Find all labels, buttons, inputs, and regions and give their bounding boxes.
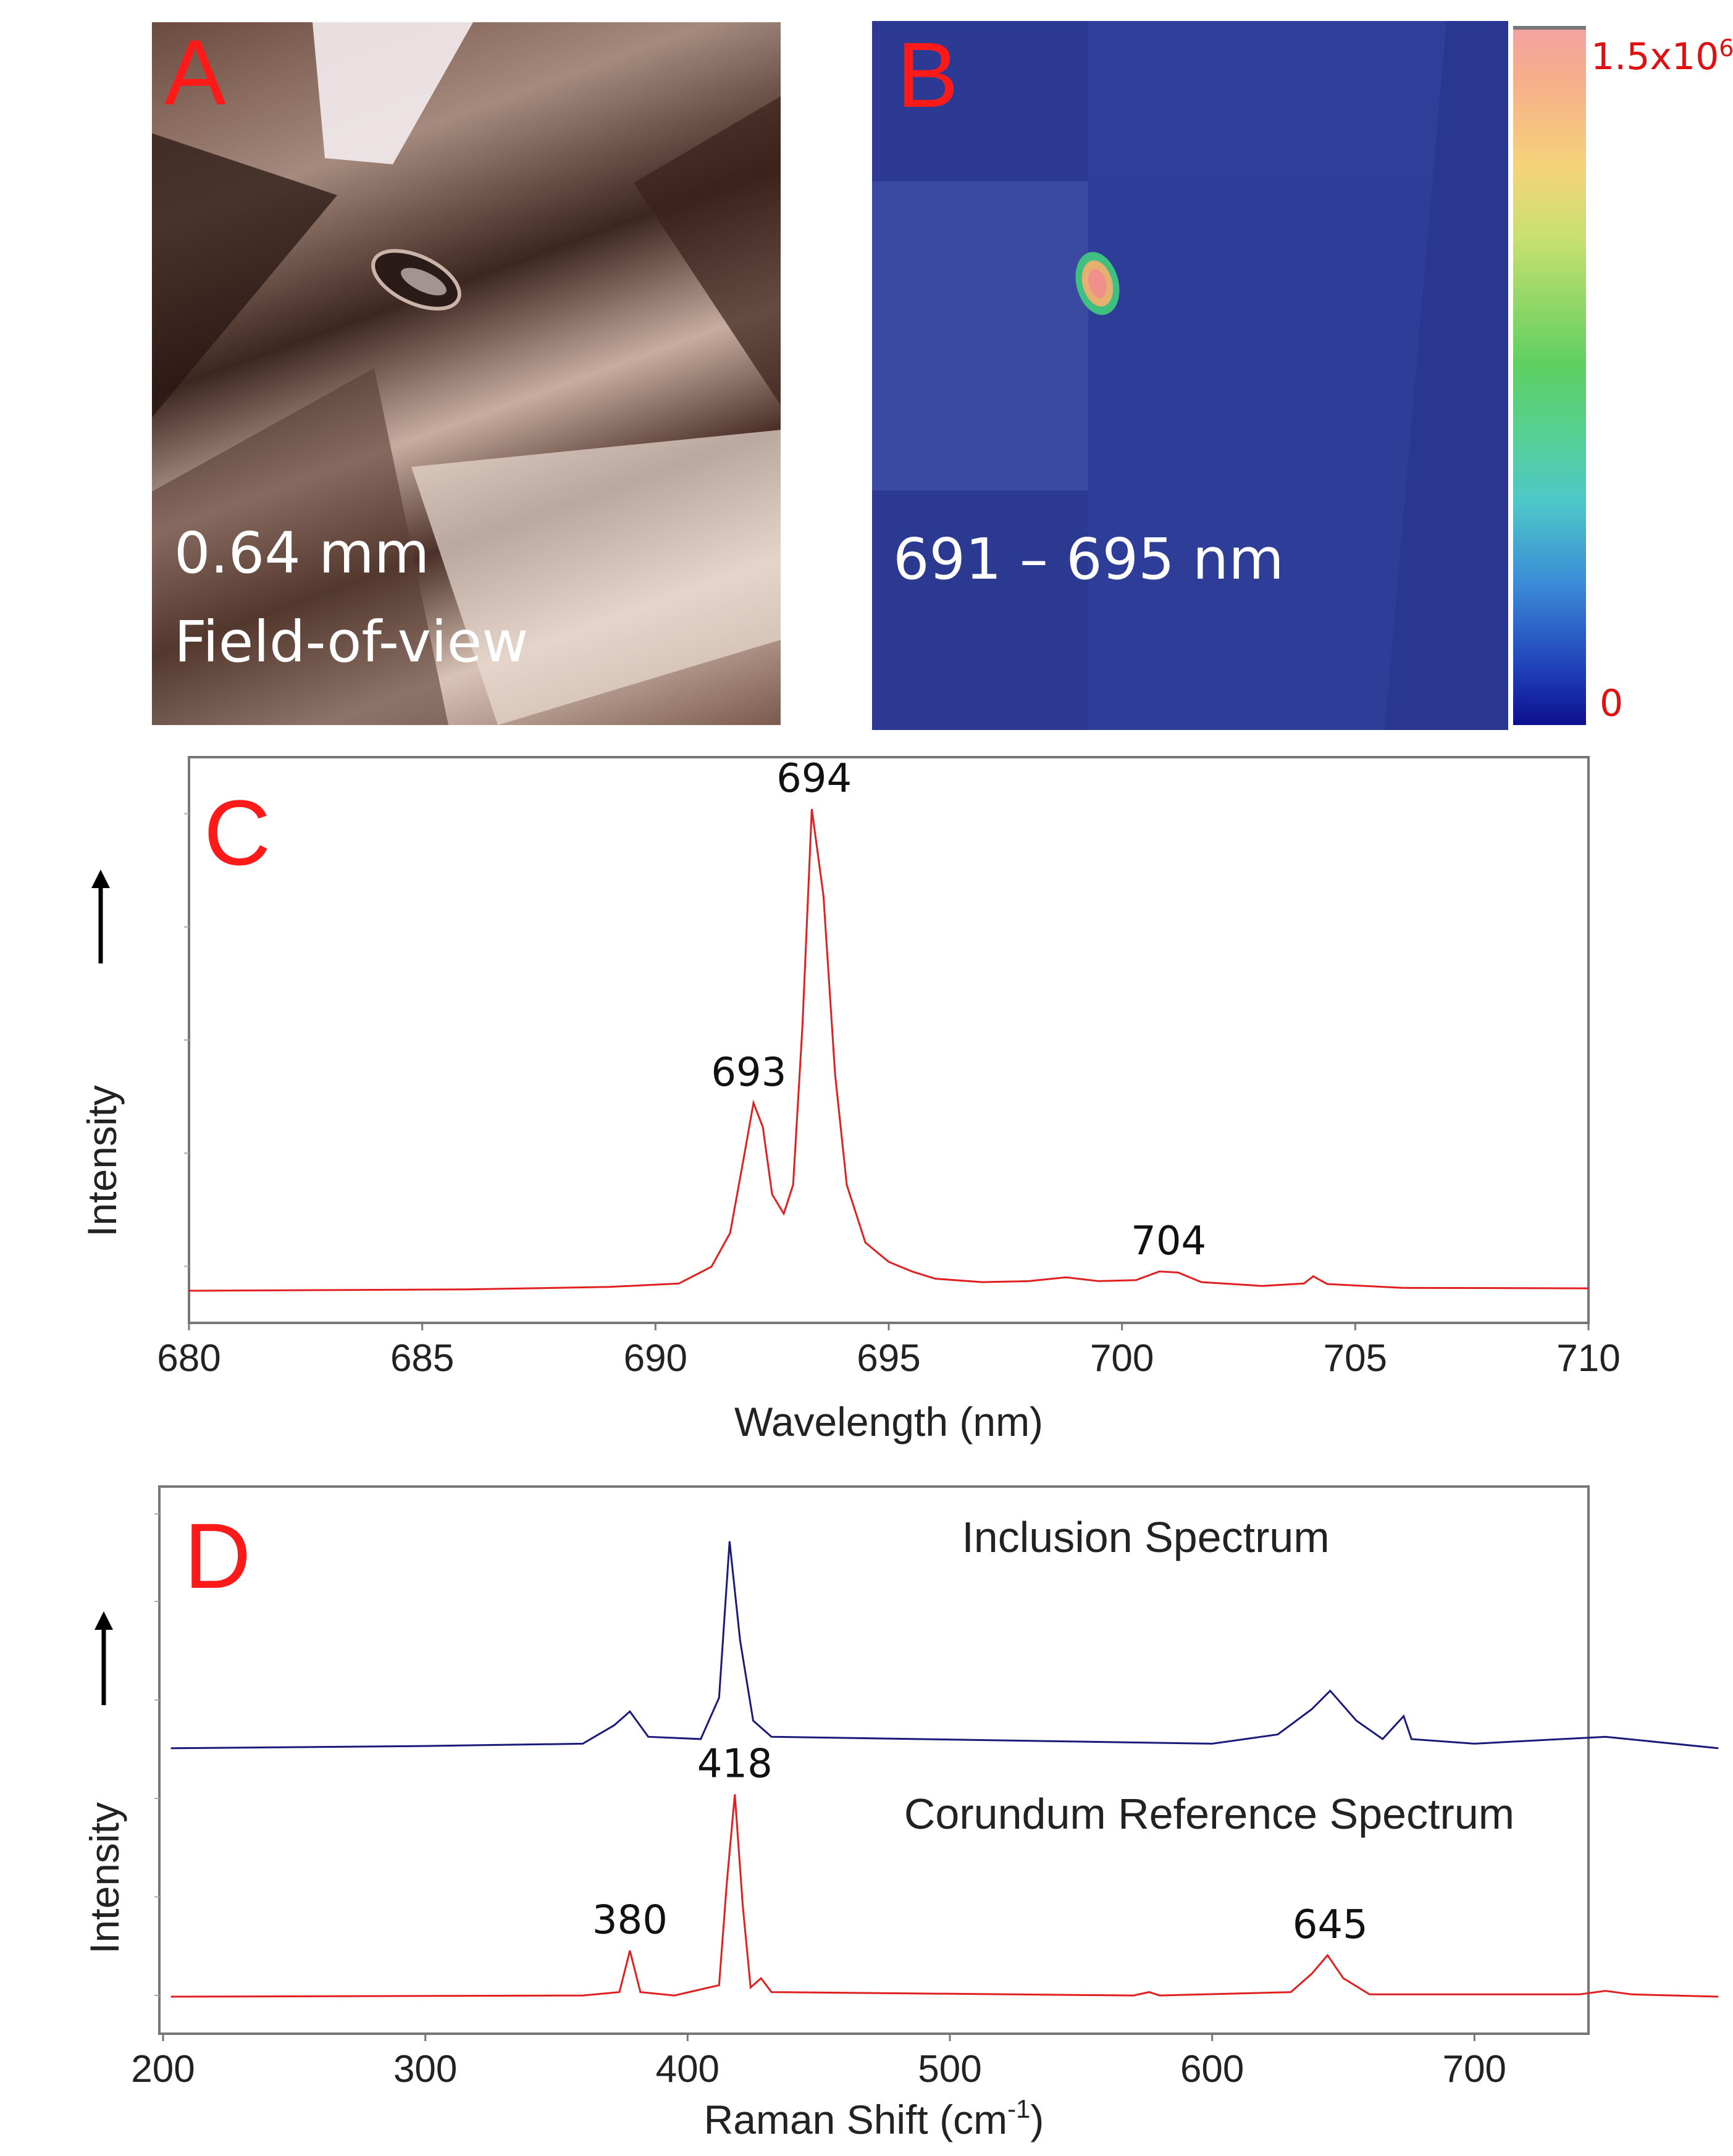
colorbar-max-exponent: 6 [1719, 35, 1733, 62]
x-tick-label: 400 [656, 2048, 720, 2091]
y-axis-label: Intensity [82, 1802, 127, 1954]
y-axis-ticks [154, 1513, 159, 1996]
peak-label-645: 645 [1293, 1902, 1368, 1948]
inclusion-highlight [401, 267, 447, 296]
series-line-inclusion [170, 1541, 1719, 1750]
panel-c-letter: C [204, 781, 271, 884]
map-tile [872, 490, 1088, 730]
y-axis-label: Intensity [79, 1085, 125, 1237]
x-tick-label: 500 [918, 2048, 981, 2091]
colorbar-max-base: 1.5x10 [1591, 35, 1719, 78]
peak-label-380: 380 [592, 1898, 668, 1944]
panel-b-letter: B [897, 23, 959, 127]
plot-frame [158, 1485, 1590, 2035]
colorbar-top-cap [1513, 26, 1586, 30]
colorbar-min-label: 0 [1600, 682, 1624, 725]
map-tile [1385, 21, 1508, 730]
x-tick-label: 710 [1556, 1337, 1620, 1380]
panel-d-letter: D [184, 1504, 251, 1608]
x-tick-label: 200 [131, 2048, 195, 2091]
x-tick-label: 685 [390, 1337, 454, 1380]
series-line-corundum-reference [170, 1794, 1719, 1998]
x-axis-label-superscript: -1 [1007, 2094, 1030, 2123]
x-tick-label: 300 [393, 2048, 457, 2091]
x-axis-ticks: 680 685 690 695 700 705 710 [157, 1323, 1621, 1380]
y-axis-arrow-head [91, 870, 110, 888]
x-tick-label: 705 [1324, 1337, 1387, 1380]
panel-b-map-art [872, 21, 1508, 730]
peak-label-418: 418 [697, 1741, 773, 1787]
panel-b-intensity-map: B 691 – 695 nm [872, 21, 1508, 730]
map-tile [872, 21, 1508, 182]
highlight-facet [313, 22, 473, 164]
panel-a-letter: A [164, 22, 227, 124]
dark-facet [152, 368, 448, 725]
panel-a-photomicrograph: A 0.64 mm Field-of-view [152, 22, 781, 725]
wavelength-range-label: 691 – 695 nm [893, 526, 1284, 592]
peak-label-694: 694 [776, 756, 852, 802]
x-tick-label: 695 [857, 1337, 920, 1380]
dark-facet [152, 133, 337, 417]
field-of-view-label: Field-of-view [174, 609, 529, 675]
series-line-photoluminescence [188, 808, 1589, 1292]
panel-d-chart: D 200 300 400 500 600 700 380 418 645 Inclusion… [82, 1485, 1719, 2142]
scale-label: 0.64 mm [174, 520, 430, 586]
colorbar [1513, 27, 1586, 725]
x-tick-label: 600 [1180, 2048, 1244, 2091]
inclusion-spectrum-label: Inclusion Spectrum [962, 1513, 1329, 1561]
x-axis-label-tail: ) [1030, 2097, 1044, 2142]
corundum-reference-label: Corundum Reference Spectrum [904, 1790, 1514, 1838]
colorbar-max-label: 1.5x106 [1591, 35, 1733, 78]
peak-annotations: 693 694 704 [711, 756, 1206, 1264]
peak-label-704: 704 [1131, 1219, 1206, 1264]
x-tick-label: 700 [1443, 2048, 1506, 2091]
peak-annotations: 380 418 645 [592, 1741, 1368, 1948]
x-tick-label: 680 [157, 1337, 220, 1380]
dark-facet [634, 96, 781, 405]
peak-label-693: 693 [711, 1050, 786, 1096]
map-tile [872, 182, 1088, 490]
x-axis-ticks: 200 300 400 500 600 700 [131, 2034, 1506, 2091]
bright-facet [411, 430, 781, 725]
panel-a-photo-art [152, 22, 781, 725]
x-axis-label: Wavelength (nm) [734, 1399, 1043, 1445]
x-tick-label: 690 [624, 1337, 687, 1380]
y-axis-arrow-head [94, 1611, 113, 1630]
x-tick-label: 700 [1090, 1337, 1154, 1380]
plot-frame [188, 756, 1590, 1324]
hotspot-core [1088, 269, 1107, 298]
x-axis-label: Raman Shift (cm-1) [704, 2094, 1044, 2142]
panel-c-chart: C 680 685 690 695 700 705 710 693 694 704 Wavele… [79, 756, 1621, 1445]
x-axis-label-main: Raman Shift (cm [704, 2097, 1007, 2142]
y-axis-ticks [184, 813, 189, 1267]
